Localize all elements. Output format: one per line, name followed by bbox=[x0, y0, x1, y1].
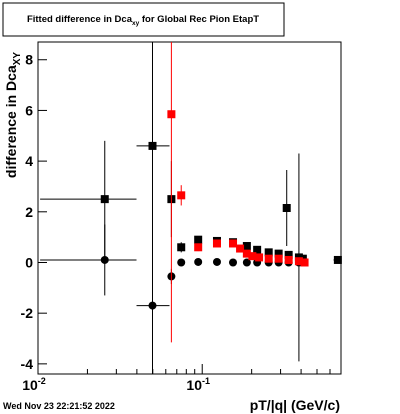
title-box bbox=[2, 2, 285, 37]
data-point bbox=[242, 249, 251, 258]
title-subscript: xy bbox=[132, 20, 140, 27]
data-point bbox=[212, 257, 221, 266]
data-point bbox=[194, 235, 203, 244]
y-label-main: difference in Dca bbox=[3, 65, 19, 178]
chart-title: Fitted difference in Dcaxy for Global Re… bbox=[27, 14, 259, 27]
y-tick-label: -4 bbox=[21, 356, 34, 372]
data-point bbox=[148, 141, 157, 150]
data-point bbox=[177, 243, 186, 252]
title-main: Fitted difference in Dca bbox=[27, 14, 133, 25]
x-tick-base: 10 bbox=[186, 377, 202, 393]
data-point bbox=[333, 255, 342, 264]
data-point bbox=[242, 258, 251, 267]
data-point bbox=[274, 254, 283, 263]
plot-frame bbox=[37, 41, 342, 375]
data-point bbox=[248, 252, 257, 261]
y-label-subscript: XY bbox=[12, 52, 23, 66]
x-tick-exponent: -2 bbox=[38, 376, 46, 386]
data-point bbox=[253, 245, 262, 254]
data-point bbox=[229, 239, 238, 248]
title-suffix: for Global Rec Pion EtapT bbox=[139, 14, 259, 25]
data-point bbox=[236, 244, 245, 253]
data-point bbox=[212, 239, 221, 248]
y-tick-label: 8 bbox=[25, 52, 33, 68]
data-point bbox=[194, 257, 203, 266]
data-point bbox=[100, 255, 109, 264]
data-point bbox=[284, 250, 293, 259]
x-tick-label: 10-1 bbox=[186, 376, 210, 393]
data-point bbox=[282, 204, 291, 212]
data-point bbox=[274, 249, 283, 258]
footer-date: Wed Nov 23 22:21:52 2022 bbox=[3, 401, 115, 411]
data-point bbox=[177, 191, 186, 200]
data-point bbox=[284, 255, 293, 264]
y-tick-label: 0 bbox=[25, 254, 33, 270]
data-point bbox=[264, 248, 273, 257]
x-axis-label: pT/|q| (GeV/c) bbox=[250, 397, 340, 413]
y-tick-label: 4 bbox=[25, 153, 33, 169]
data-point bbox=[300, 258, 309, 267]
x-tick-base: 10 bbox=[22, 377, 38, 393]
data-point bbox=[100, 195, 109, 204]
data-point bbox=[194, 243, 203, 252]
data-point bbox=[167, 110, 176, 119]
data-point bbox=[294, 257, 303, 266]
y-tick-label: -2 bbox=[21, 305, 34, 321]
x-tick-label: 10-2 bbox=[22, 376, 46, 393]
data-point bbox=[229, 258, 238, 267]
data-point bbox=[264, 254, 273, 263]
data-point bbox=[255, 253, 264, 262]
data-point bbox=[177, 258, 186, 267]
data-point bbox=[242, 242, 251, 251]
y-tick-label: 6 bbox=[25, 102, 33, 118]
y-axis-label: difference in DcaXY bbox=[3, 52, 23, 178]
data-point bbox=[148, 301, 157, 310]
y-tick-label: 2 bbox=[25, 204, 33, 220]
x-tick-exponent: -1 bbox=[202, 376, 210, 386]
